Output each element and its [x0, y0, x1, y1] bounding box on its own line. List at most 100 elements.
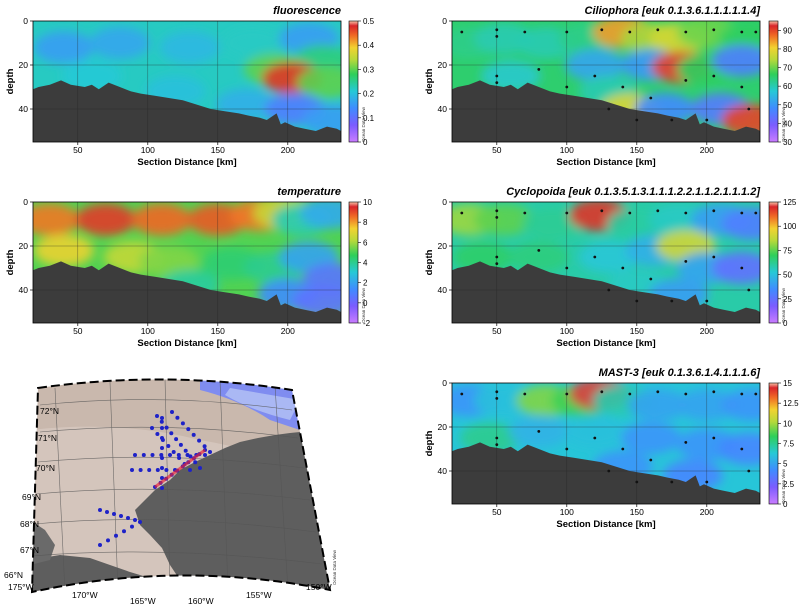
mast3-xtick-label: 200 [700, 507, 714, 517]
station-map-panel: 72°N 71°N 70°N 69°N 68°N 67°N 66°N 175°W… [4, 378, 337, 606]
cyclopoida-station-dot [754, 211, 758, 215]
mast3-station-dot [712, 436, 716, 440]
temperature-xtick-label: 100 [141, 326, 155, 336]
lat-label-66: 66°N [4, 570, 23, 580]
mast3-station-dot [754, 392, 758, 396]
cyclopoida-xtick-label: 100 [560, 326, 574, 336]
mast3-station-dot [593, 436, 597, 440]
ciliophora-station-dot [460, 30, 464, 34]
ciliophora-station-dot [621, 85, 625, 89]
fluorescence-ytick-label: 0 [23, 16, 28, 26]
mast3-seafloor [452, 442, 760, 504]
fluorescence-ytick-label: 20 [19, 60, 29, 70]
map-station-dot [171, 450, 176, 454]
ciliophora-station-dot [712, 74, 716, 78]
mast3-xtick-label: 50 [492, 507, 502, 517]
map-station-dot [138, 520, 142, 524]
ciliophora-seafloor [452, 80, 760, 142]
cyclopoida-plot-frame [451, 201, 761, 324]
map-station-dot [112, 512, 116, 516]
map-station-dot [160, 456, 164, 460]
map-station-dot [141, 453, 146, 457]
cyclopoida-odv-watermark: Ocean Data View [781, 287, 786, 323]
mast3-station-dot [600, 390, 604, 394]
temperature-field-cell [138, 245, 199, 278]
map-station-dot [203, 453, 207, 457]
mast3-plot-frame [451, 382, 761, 505]
ciliophora-station-dot [565, 85, 569, 89]
mast3-station-dot [705, 480, 709, 484]
map-station-dot [174, 437, 179, 442]
cyclopoida-station-dot [712, 255, 716, 259]
mast3-xtick-label: 100 [560, 507, 574, 517]
lat-label-71: 71°N [38, 433, 57, 443]
mast3-ytick-label: 20 [438, 422, 448, 432]
mast3-section-panel: MAST-3 [euk 0.1.3.6.1.4.1.1.1.6]50 100 150… [424, 367, 799, 530]
cyclopoida-station-dot [565, 266, 569, 270]
ciliophora-colorbar-tick: 30 [783, 138, 792, 147]
cyclopoida-field-cell [578, 241, 639, 273]
ciliophora-colorbar-tick: 60 [783, 82, 792, 91]
cyclopoida-colorbar-tick: 50 [783, 271, 792, 280]
mast3-field-cell [564, 415, 625, 448]
mast3-colorbar-tick: 5 [783, 460, 788, 469]
ciliophora-station-dot [656, 28, 660, 32]
mast3-colorbar [768, 382, 779, 505]
mast3-colorbar-tick: 2.5 [783, 480, 795, 489]
temperature-plot-frame [32, 201, 342, 324]
cyclopoida-section-panel: Cyclopoida [euk 0.1.3.5.1.3.1.1.1.2.2.1.… [424, 186, 797, 349]
map-odv-watermark: Ocean Data View [332, 549, 337, 585]
cyclopoida-field-cell [721, 208, 760, 240]
map-station-dot [169, 431, 174, 436]
map-station-dot [186, 427, 191, 432]
ciliophora-colorbar-tick: 90 [783, 26, 792, 35]
cyclopoida-field-cell [473, 203, 534, 236]
lon-label-175: 175°W [8, 582, 34, 592]
cyclopoida-station-dot [537, 249, 541, 252]
cyclopoida-station-dot [705, 299, 709, 303]
temperature-colorbar-tick: 6 [363, 238, 368, 247]
mast3-station-dot [523, 392, 527, 396]
mast3-field-cell [718, 433, 760, 465]
lon-label-155: 155°W [246, 590, 272, 600]
cyclopoida-colorbar [768, 201, 779, 324]
map-station-dot [185, 453, 190, 457]
lon-label-170: 170°W [72, 590, 98, 600]
fluorescence-colorbar-tick: 0 [363, 138, 368, 147]
ciliophora-station-dot [747, 107, 751, 111]
cyclopoida-ytick-label: 40 [438, 285, 448, 295]
map-station-dot [188, 468, 192, 472]
fluorescence-xtick-label: 200 [281, 145, 295, 155]
ciliophora-station-dot [670, 118, 674, 122]
mast3-xlabel: Section Distance [km] [556, 519, 655, 530]
fluorescence-field-cell [222, 27, 283, 59]
temperature-ytick-label: 20 [19, 241, 29, 251]
fluorescence-colorbar [348, 20, 359, 143]
map-station-dot [98, 543, 102, 547]
temperature-field-cell [131, 203, 192, 236]
temperature-ytick-label: 40 [19, 285, 29, 295]
cyclopoida-station-dot [495, 216, 499, 219]
lat-label-67: 67°N [20, 545, 39, 555]
mast3-station-dot [656, 390, 660, 394]
map-station-dot [126, 516, 130, 520]
ciliophora-station-dot [495, 74, 499, 78]
mast3-station-dot [670, 480, 674, 484]
cyclopoida-field-cell [508, 241, 569, 273]
ciliophora-colorbar-tick: 80 [783, 45, 792, 54]
mast3-odv-watermark: Ocean Data View [781, 468, 786, 504]
cyclopoida-station-dot [621, 266, 625, 270]
cyclopoida-colorbar-tick: 125 [783, 198, 797, 207]
cyclopoida-station-dot [712, 209, 716, 213]
mast3-station-dot [649, 458, 653, 462]
ciliophora-station-dot [565, 30, 569, 34]
map-station-dot [160, 416, 164, 420]
temperature-ytick-label: 0 [23, 197, 28, 207]
cyclopoida-xtick-label: 200 [700, 326, 714, 336]
map-station-dot [178, 442, 183, 447]
temperature-field-cell [33, 234, 94, 267]
ciliophora-station-dot [684, 30, 688, 34]
map-station-dot [175, 415, 180, 420]
ciliophora-xtick-label: 150 [630, 145, 644, 155]
